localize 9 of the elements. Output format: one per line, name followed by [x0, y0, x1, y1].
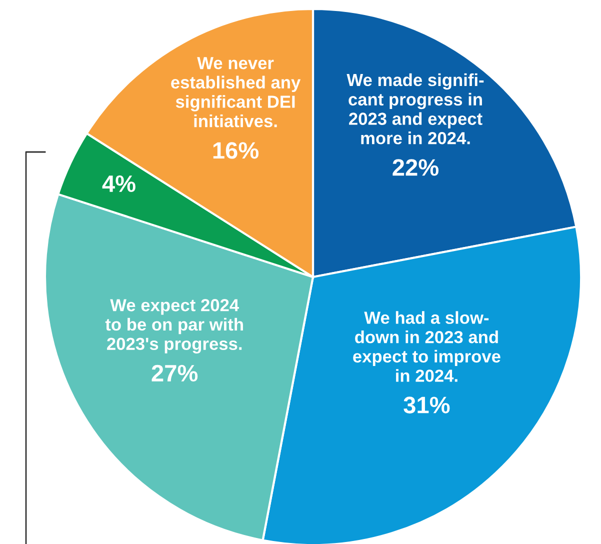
data-label: 31%	[404, 396, 450, 414]
slice-label: We had a slow- down in 2023 and expect to improve in 2024.	[353, 311, 500, 382]
data-label: 22%	[392, 159, 439, 176]
slice-label: We expect 2024 to be on par with 2023's progress.	[105, 299, 243, 354]
data-label: 4%	[102, 175, 136, 192]
slice-label: We never established any significant DEI initiatives.	[171, 57, 301, 128]
slice-label: We made signifi- cant progress in 2023 and expect more in 2024.	[346, 73, 484, 144]
data-label: 16%	[213, 142, 259, 159]
data-label: 27%	[152, 364, 198, 382]
